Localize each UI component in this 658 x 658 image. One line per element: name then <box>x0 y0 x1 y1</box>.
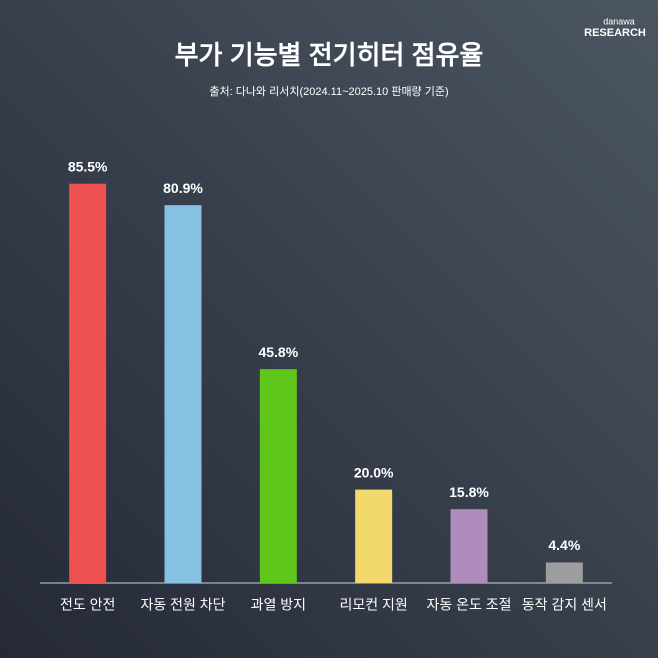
bar <box>545 562 583 583</box>
value-label: 45.8% <box>258 344 298 360</box>
bar <box>69 183 107 583</box>
chart-subtitle: 출처: 다나와 리서치(2024.11~2025.10 판매량 기준) <box>209 85 448 98</box>
bar <box>450 509 488 583</box>
value-label: 4.4% <box>548 537 580 553</box>
x-tick-label: 과열 방지 <box>251 597 306 613</box>
value-label: 20.0% <box>354 464 394 480</box>
x-tick-label: 전도 안전 <box>60 597 115 613</box>
brand-sub: RESEARCH <box>584 27 646 39</box>
value-label: 80.9% <box>163 180 203 196</box>
bar <box>259 369 297 583</box>
x-tick-label: 자동 전원 차단 <box>140 597 225 613</box>
x-tick-label: 동작 감지 센서 <box>522 597 607 613</box>
brand-name: danawa <box>603 16 635 26</box>
value-label: 15.8% <box>449 484 489 500</box>
chart-title: 부가 기능별 전기히터 점유율 <box>175 40 484 70</box>
bar <box>164 205 202 583</box>
value-label: 85.5% <box>68 158 108 174</box>
bar <box>355 489 393 583</box>
x-tick-label: 자동 온도 조절 <box>426 597 511 613</box>
x-tick-label: 리모컨 지원 <box>340 597 408 613</box>
